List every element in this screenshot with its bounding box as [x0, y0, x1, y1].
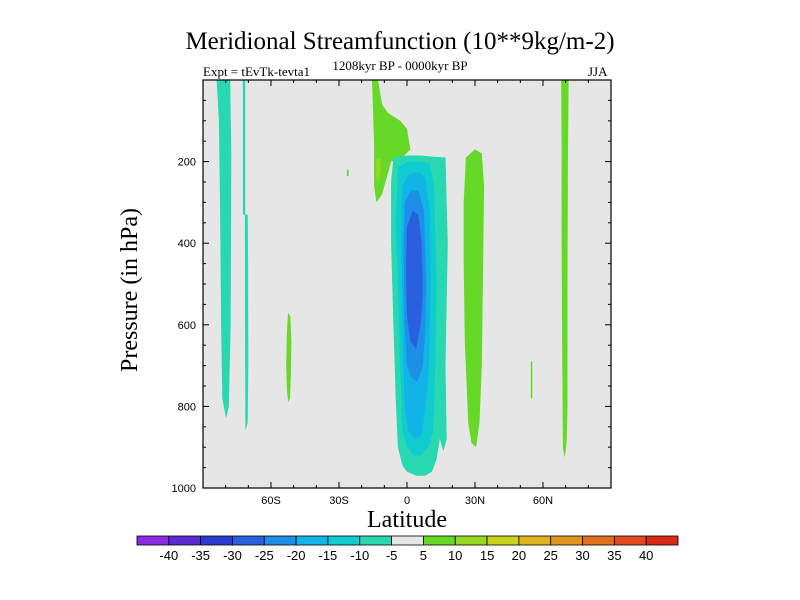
contour-region-cell-eq-minus-27-5 [405, 210, 423, 350]
colorbar-label: -5 [386, 548, 398, 563]
colorbar-label: 10 [448, 548, 462, 563]
x-tick-label: 60N [533, 495, 553, 507]
colorbar-label: 30 [575, 548, 589, 563]
colorbar-label: -25 [255, 548, 274, 563]
y-tick-label: 400 [178, 238, 196, 250]
colorbar: -40 -35 -30 -25 -20 -15 -10 -5 5 10 15 20 25 30 35 40 [136, 535, 679, 563]
colorbar-swatch [295, 535, 329, 546]
colorbar-swatch [263, 535, 297, 546]
y-axis-label: Pressure (in hPa) [117, 208, 143, 372]
colorbar-swatch [518, 535, 552, 546]
colorbar-label: -30 [223, 548, 242, 563]
contour-region-cell-20N-7-5 [463, 149, 485, 448]
contour-regions [216, 80, 569, 476]
contour-region-cell-20S-7-5-positive [371, 80, 411, 203]
x-tick-label: 30N [465, 495, 485, 507]
y-tick-label: 600 [178, 320, 196, 332]
y-tick-label: 800 [178, 401, 196, 413]
colorbar-swatch [454, 535, 488, 546]
season-label: JJA [588, 64, 608, 79]
colorbar-label: 20 [512, 548, 526, 563]
colorbar-swatch [582, 535, 615, 546]
experiment-label: Expt = tEvTk-tevta1 [203, 64, 310, 79]
colorbar-swatch [423, 535, 456, 546]
contour-region-cell-55N-line [530, 361, 533, 399]
contour-region-cell-70S-thin-line [242, 80, 246, 215]
colorbar-label: 15 [480, 548, 494, 563]
axis-ticks: 60S 30S 0 30N 60N 200 400 600 800 1000 [172, 79, 612, 507]
colorbar-swatch [200, 535, 233, 546]
x-tick-label: 30S [329, 495, 349, 507]
colorbar-swatch [391, 535, 424, 546]
contour-region-cell-70S-7-5-lower [244, 214, 249, 431]
contour-region-cell-68N-7-5 [561, 80, 569, 458]
contour-region-cell-65S-7-5-upper [216, 80, 232, 419]
y-tick-label: 200 [178, 157, 196, 169]
contour-region-cell-20S-core-12-5 [375, 157, 381, 182]
colorbar-swatch [359, 535, 392, 546]
colorbar-label: -35 [191, 548, 210, 563]
colorbar-label: -40 [159, 548, 178, 563]
colorbar-label: 25 [543, 548, 557, 563]
colorbar-label: 5 [420, 548, 427, 563]
colorbar-label: -20 [287, 548, 306, 563]
x-tick-label: 60S [261, 495, 281, 507]
x-axis-label: Latitude [367, 507, 447, 533]
colorbar-swatch [486, 535, 520, 546]
colorbar-swatch [613, 535, 647, 546]
colorbar-swatch [136, 535, 170, 546]
colorbar-label: -15 [319, 548, 338, 563]
colorbar-swatch [168, 535, 202, 546]
colorbar-label: 35 [607, 548, 621, 563]
colorbar-label: 40 [639, 548, 653, 563]
colorbar-swatch [232, 535, 265, 546]
colorbar-swatch [645, 535, 679, 546]
colorbar-label: -10 [350, 548, 369, 563]
contour-region-cell-25S-speck [346, 169, 349, 176]
colorbar-swatch [550, 535, 583, 546]
contour-region-cell-50S-7-5 [286, 312, 292, 403]
x-tick-label: 0 [404, 495, 410, 507]
colorbar-swatch [327, 535, 361, 546]
period-label: 1208kyr BP - 0000kyr BP [332, 58, 468, 73]
y-tick-label: 1000 [172, 483, 196, 495]
chart-title: Meridional Streamfunction (10**9kg/m-2) [185, 28, 615, 55]
